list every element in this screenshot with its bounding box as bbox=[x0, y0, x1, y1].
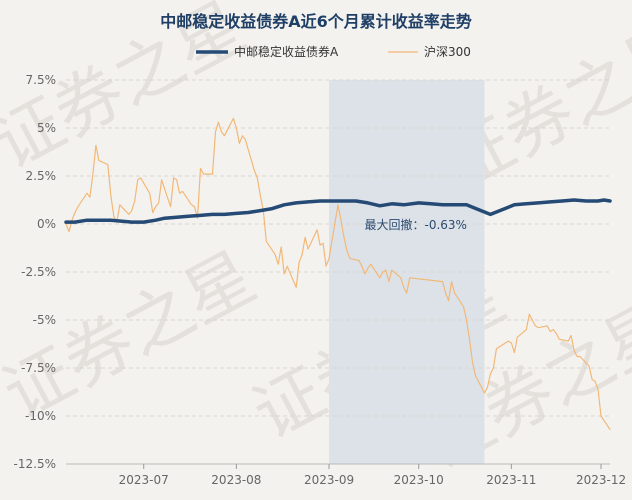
series-line-index[interactable] bbox=[65, 117, 611, 430]
legend-item-index[interactable]: 沪深300 bbox=[388, 45, 471, 59]
y-tick-label: -2.5% bbox=[21, 265, 56, 279]
y-tick-label: -7.5% bbox=[21, 361, 56, 375]
y-tick-label: 5% bbox=[37, 121, 56, 135]
y-tick-label: 7.5% bbox=[26, 73, 57, 87]
x-tick-label: 2023-07 bbox=[119, 473, 169, 487]
max-drawdown-label: 最大回撤：-0.63% bbox=[364, 217, 466, 232]
y-tick-label: -10% bbox=[25, 409, 56, 423]
legend-label-index: 沪深300 bbox=[424, 45, 471, 59]
x-axis-ticks: 2023-07 2023-08 2023-09 2023-10 2023-11 2023-… bbox=[119, 464, 626, 487]
series-lines bbox=[64, 117, 612, 430]
legend-label-fund: 中邮稳定收益债券A bbox=[234, 44, 339, 59]
x-tick-label: 2023-08 bbox=[211, 473, 261, 487]
watermark: 证券之星证券之星证券之星证券之星证券之星 bbox=[0, 0, 632, 485]
grid-lines bbox=[66, 79, 610, 465]
y-tick-label: -5% bbox=[33, 313, 56, 327]
y-axis-ticks: 7.5% 5% 2.5% 0% -2.5% -5% -7.5% -10% -12.5% bbox=[14, 73, 56, 471]
chart-title: 中邮稳定收益债券A近6个月累计收益率走势 bbox=[160, 12, 472, 31]
x-tick-label: 2023-10 bbox=[394, 473, 444, 487]
series-line-fund[interactable] bbox=[64, 198, 612, 224]
y-tick-label: -12.5% bbox=[14, 457, 56, 471]
x-tick-label: 2023-11 bbox=[486, 473, 536, 487]
y-tick-label: 0% bbox=[37, 217, 56, 231]
legend-item-fund[interactable]: 中邮稳定收益债券A bbox=[196, 44, 339, 59]
y-tick-label: 2.5% bbox=[26, 169, 57, 183]
x-tick-label: 2023-09 bbox=[304, 473, 354, 487]
x-tick-label: 2023-12 bbox=[576, 473, 626, 487]
legend: 中邮稳定收益债券A 沪深300 bbox=[196, 44, 471, 59]
